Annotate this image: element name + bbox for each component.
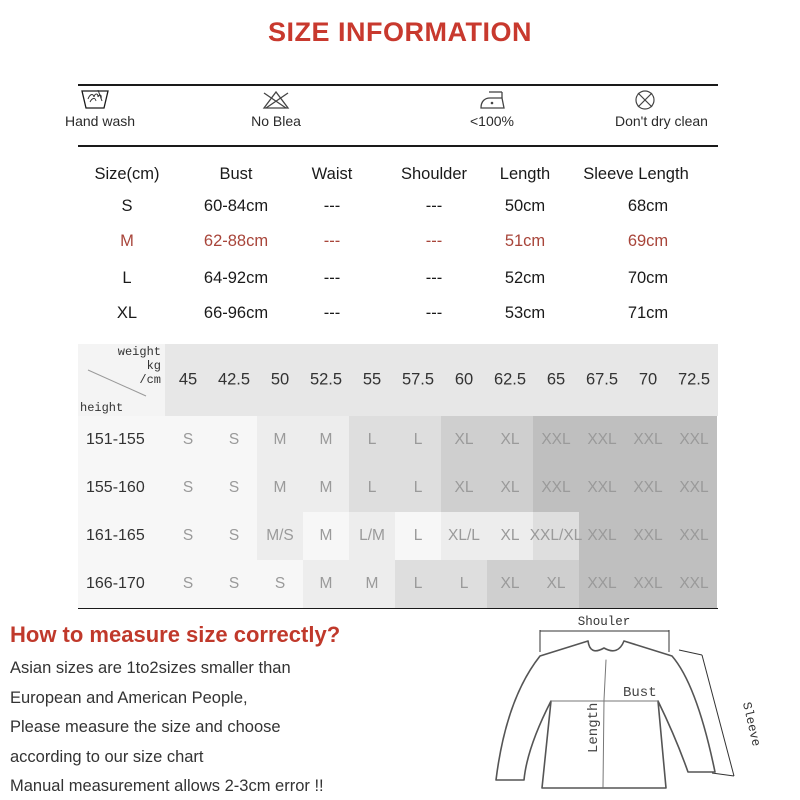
svg-text:Bust: Bust [623,685,657,701]
svg-text:Shouler: Shouler [578,615,631,629]
svg-text:Length: Length [586,703,602,753]
svg-text:Sleeve: Sleeve [739,701,763,748]
